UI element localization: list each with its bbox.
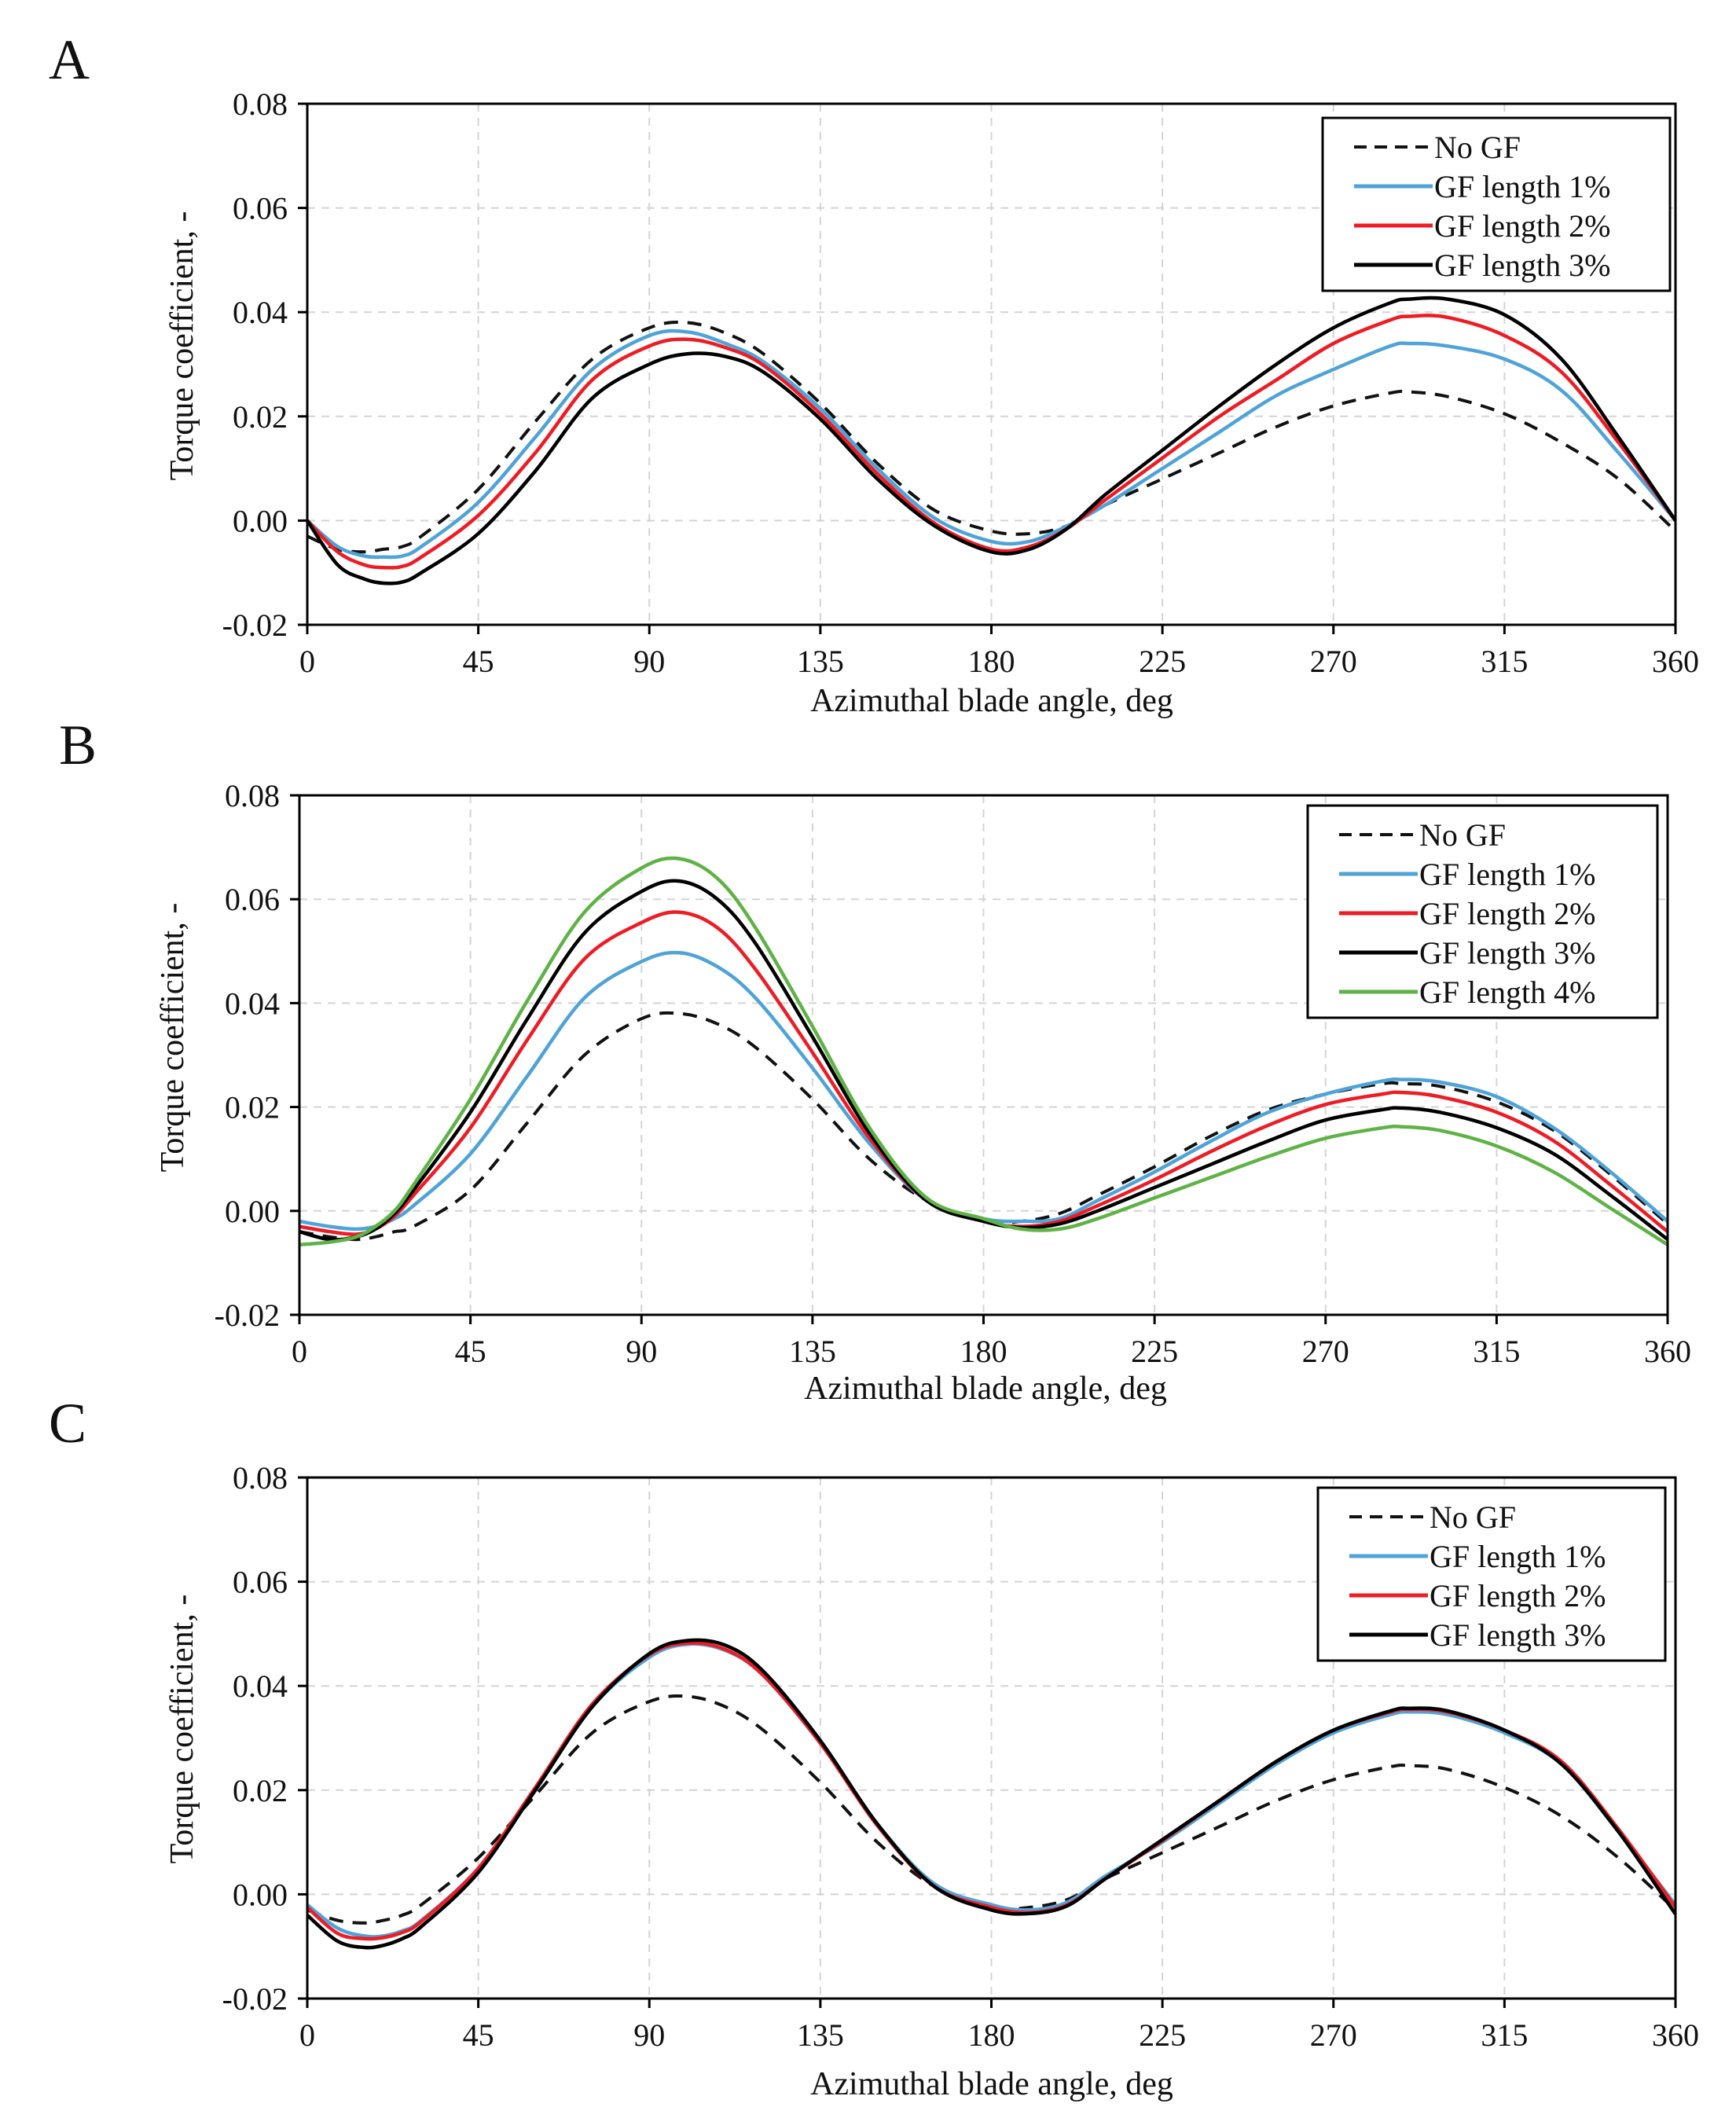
y-tick-label: 0.06 <box>233 1565 288 1600</box>
x-tick-label: 90 <box>626 1334 657 1369</box>
x-axis-title: Azimuthal blade angle, deg <box>804 1371 1167 1407</box>
series-line-no-gf <box>306 320 1677 554</box>
gridlines <box>299 795 1668 1315</box>
x-tick-label: 135 <box>797 2017 844 2053</box>
y-tick-label: 0.02 <box>233 399 288 435</box>
y-tick-label: 0.00 <box>233 1877 288 1912</box>
legend-label: GF length 1% <box>1430 1539 1606 1574</box>
x-axis-title: Azimuthal blade angle, deg <box>810 683 1173 719</box>
ticks: 0 45 90 135 180 225 270 315 360 -0.02 0.00 0.02 0.04… <box>222 86 1699 679</box>
panel-label: C <box>49 1392 86 1455</box>
x-tick-label: 135 <box>789 1334 836 1369</box>
x-tick-label: 360 <box>1652 644 1699 679</box>
series-group <box>306 1638 1677 1950</box>
x-tick-label: 270 <box>1310 644 1357 679</box>
legend-label: GF length 3% <box>1434 248 1610 283</box>
legend: No GF GF length 1% GF length 2% GF length 3… <box>1316 1486 1667 1662</box>
y-tick-label: -0.02 <box>222 608 288 643</box>
ticks: 0 45 90 135 180 225 270 315 360 -0.02 0.00 0.02 0.04… <box>215 778 1691 1369</box>
x-tick-label: 315 <box>1481 2017 1528 2053</box>
x-tick-label: 225 <box>1139 644 1186 679</box>
series-group <box>306 295 1677 585</box>
x-tick-label: 45 <box>463 644 494 679</box>
chart-panel-a: A Azimuthal blade angle, deg Torque coef… <box>49 28 1699 719</box>
legend: No GF GF length 1% GF length 2% GF length 3… <box>1321 116 1672 292</box>
x-tick-label: 360 <box>1644 1334 1691 1369</box>
y-tick-label: 0.04 <box>225 986 280 1021</box>
x-tick-label: 270 <box>1302 1334 1349 1369</box>
x-tick-label: 0 <box>292 1334 307 1369</box>
y-axis-title: Torque coefficient, - <box>164 1595 200 1864</box>
series-line-gf-length-3 <box>299 879 1669 1242</box>
y-tick-label: 0.08 <box>233 86 288 122</box>
legend-label: GF length 2% <box>1419 896 1595 931</box>
x-tick-label: 0 <box>299 644 315 679</box>
x-tick-label: 45 <box>455 1334 486 1369</box>
legend-label: No GF <box>1419 817 1506 853</box>
x-tick-label: 45 <box>463 2017 494 2053</box>
series-group <box>299 856 1669 1247</box>
y-tick-label: 0.02 <box>225 1090 280 1125</box>
legend-label: No GF <box>1434 130 1521 165</box>
series-line-no-gf <box>306 1694 1677 1925</box>
y-tick-label: 0.02 <box>233 1773 288 1808</box>
y-tick-label: 0.08 <box>225 778 280 813</box>
legend: No GF GF length 1% GF length 2% GF length 3… <box>1306 804 1659 1019</box>
chart-panel-c: C Azimuthal blade angle, deg Torque coef… <box>49 1392 1699 2102</box>
y-tick-label: -0.02 <box>215 1298 280 1333</box>
y-tick-label: 0.04 <box>233 1668 288 1704</box>
x-tick-label: 315 <box>1473 1334 1520 1369</box>
x-axis-title: Azimuthal blade angle, deg <box>810 2066 1173 2102</box>
y-tick-label: 0.00 <box>233 503 288 538</box>
y-axis-title: Torque coefficient, - <box>164 211 200 481</box>
x-tick-label: 225 <box>1131 1334 1178 1369</box>
panel-label: A <box>49 28 90 91</box>
x-tick-label: 180 <box>960 1334 1007 1369</box>
y-tick-label: 0.08 <box>233 1460 288 1496</box>
series-line-gf-length-1 <box>306 329 1677 560</box>
x-tick-label: 180 <box>968 2017 1015 2053</box>
legend-label: GF length 1% <box>1434 169 1610 204</box>
chart-panel-b: B Azimuthal blade angle, deg Torque coef… <box>59 714 1691 1407</box>
legend-label: GF length 3% <box>1430 1617 1606 1653</box>
x-tick-label: 270 <box>1310 2017 1357 2053</box>
legend-label: GF length 4% <box>1419 975 1595 1010</box>
x-tick-label: 315 <box>1481 644 1528 679</box>
y-axis-title: Torque coefficient, - <box>155 903 191 1173</box>
series-line-gf-length-3 <box>306 295 1677 585</box>
x-tick-label: 135 <box>797 644 844 679</box>
y-tick-label: 0.06 <box>225 882 280 917</box>
y-tick-label: 0.00 <box>225 1194 280 1229</box>
legend-label: No GF <box>1430 1499 1516 1535</box>
series-line-gf-length-3 <box>306 1638 1677 1950</box>
y-tick-label: 0.04 <box>233 295 288 330</box>
series-line-gf-length-2 <box>306 314 1677 570</box>
x-tick-label: 0 <box>299 2017 315 2053</box>
legend-label: GF length 2% <box>1434 208 1610 244</box>
legend-label: GF length 1% <box>1419 857 1595 892</box>
x-tick-label: 360 <box>1652 2017 1699 2053</box>
panel-label: B <box>59 714 97 776</box>
y-tick-label: -0.02 <box>222 1981 288 2017</box>
x-tick-label: 90 <box>633 2017 665 2053</box>
legend-label: GF length 3% <box>1419 935 1595 971</box>
legend-label: GF length 2% <box>1430 1578 1606 1613</box>
ticks: 0 45 90 135 180 225 270 315 360 -0.02 0.00 0.02 0.04… <box>222 1460 1699 2053</box>
x-tick-label: 180 <box>968 644 1015 679</box>
y-tick-label: 0.06 <box>233 191 288 226</box>
x-tick-label: 90 <box>633 644 665 679</box>
x-tick-label: 225 <box>1139 2017 1186 2053</box>
series-line-gf-length-4 <box>299 856 1669 1247</box>
